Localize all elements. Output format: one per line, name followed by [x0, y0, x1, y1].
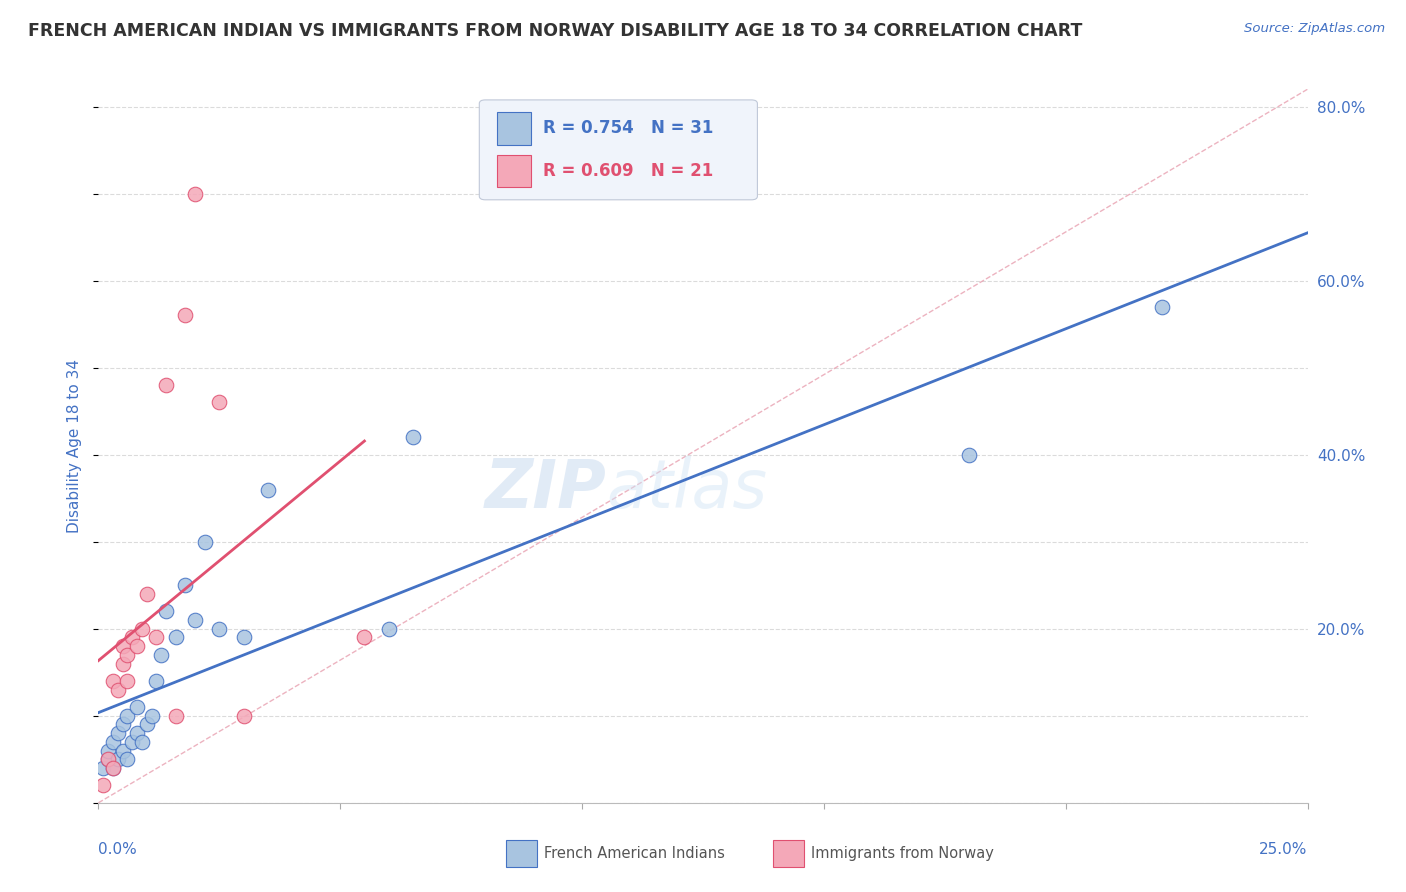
Point: [256, 483, 278, 497]
Y-axis label: Disability Age 18 to 34: Disability Age 18 to 34: [67, 359, 83, 533]
Point: [97, 752, 120, 766]
Text: ZIP: ZIP: [485, 456, 606, 522]
Point: [135, 717, 157, 731]
Point: [121, 631, 143, 645]
Point: [91, 761, 114, 775]
Text: Source: ZipAtlas.com: Source: ZipAtlas.com: [1244, 22, 1385, 36]
Point: [131, 622, 153, 636]
Point: [111, 639, 134, 653]
Point: [101, 735, 124, 749]
Point: [174, 309, 197, 323]
Text: Immigrants from Norway: Immigrants from Norway: [811, 847, 994, 861]
Point: [91, 778, 114, 792]
Point: [1152, 300, 1174, 314]
Point: [377, 622, 399, 636]
Point: [141, 708, 163, 723]
FancyBboxPatch shape: [479, 100, 758, 200]
Point: [127, 726, 149, 740]
Point: [155, 378, 177, 392]
Point: [150, 648, 173, 662]
Point: [111, 657, 134, 671]
Text: R = 0.609   N = 21: R = 0.609 N = 21: [543, 162, 714, 180]
Point: [194, 534, 217, 549]
Point: [402, 430, 425, 444]
Point: [184, 613, 207, 627]
Point: [135, 587, 157, 601]
Point: [107, 682, 129, 697]
Text: French American Indians: French American Indians: [544, 847, 725, 861]
Point: [117, 648, 139, 662]
Bar: [498, 112, 531, 145]
Point: [131, 735, 153, 749]
Point: [165, 631, 187, 645]
Text: R = 0.754   N = 31: R = 0.754 N = 31: [543, 120, 714, 137]
Text: FRENCH AMERICAN INDIAN VS IMMIGRANTS FROM NORWAY DISABILITY AGE 18 TO 34 CORRELA: FRENCH AMERICAN INDIAN VS IMMIGRANTS FRO…: [28, 22, 1083, 40]
Point: [957, 448, 980, 462]
Point: [117, 708, 139, 723]
Point: [107, 752, 129, 766]
Point: [101, 673, 124, 688]
Text: 0.0%: 0.0%: [98, 842, 138, 857]
Point: [353, 631, 375, 645]
Point: [184, 186, 207, 201]
Text: atlas: atlas: [606, 456, 768, 522]
Bar: [498, 155, 531, 187]
Point: [101, 761, 124, 775]
Point: [232, 631, 254, 645]
Point: [208, 622, 231, 636]
Text: 25.0%: 25.0%: [1260, 842, 1308, 857]
Point: [97, 752, 120, 766]
Point: [111, 743, 134, 757]
Point: [127, 700, 149, 714]
Point: [111, 717, 134, 731]
Point: [121, 735, 143, 749]
Point: [208, 395, 231, 409]
Point: [174, 578, 197, 592]
Point: [107, 726, 129, 740]
Point: [232, 708, 254, 723]
Point: [127, 639, 149, 653]
Point: [155, 604, 177, 618]
Point: [145, 631, 167, 645]
Point: [117, 752, 139, 766]
Point: [165, 708, 187, 723]
Point: [117, 673, 139, 688]
Point: [97, 743, 120, 757]
Point: [101, 761, 124, 775]
Point: [145, 673, 167, 688]
